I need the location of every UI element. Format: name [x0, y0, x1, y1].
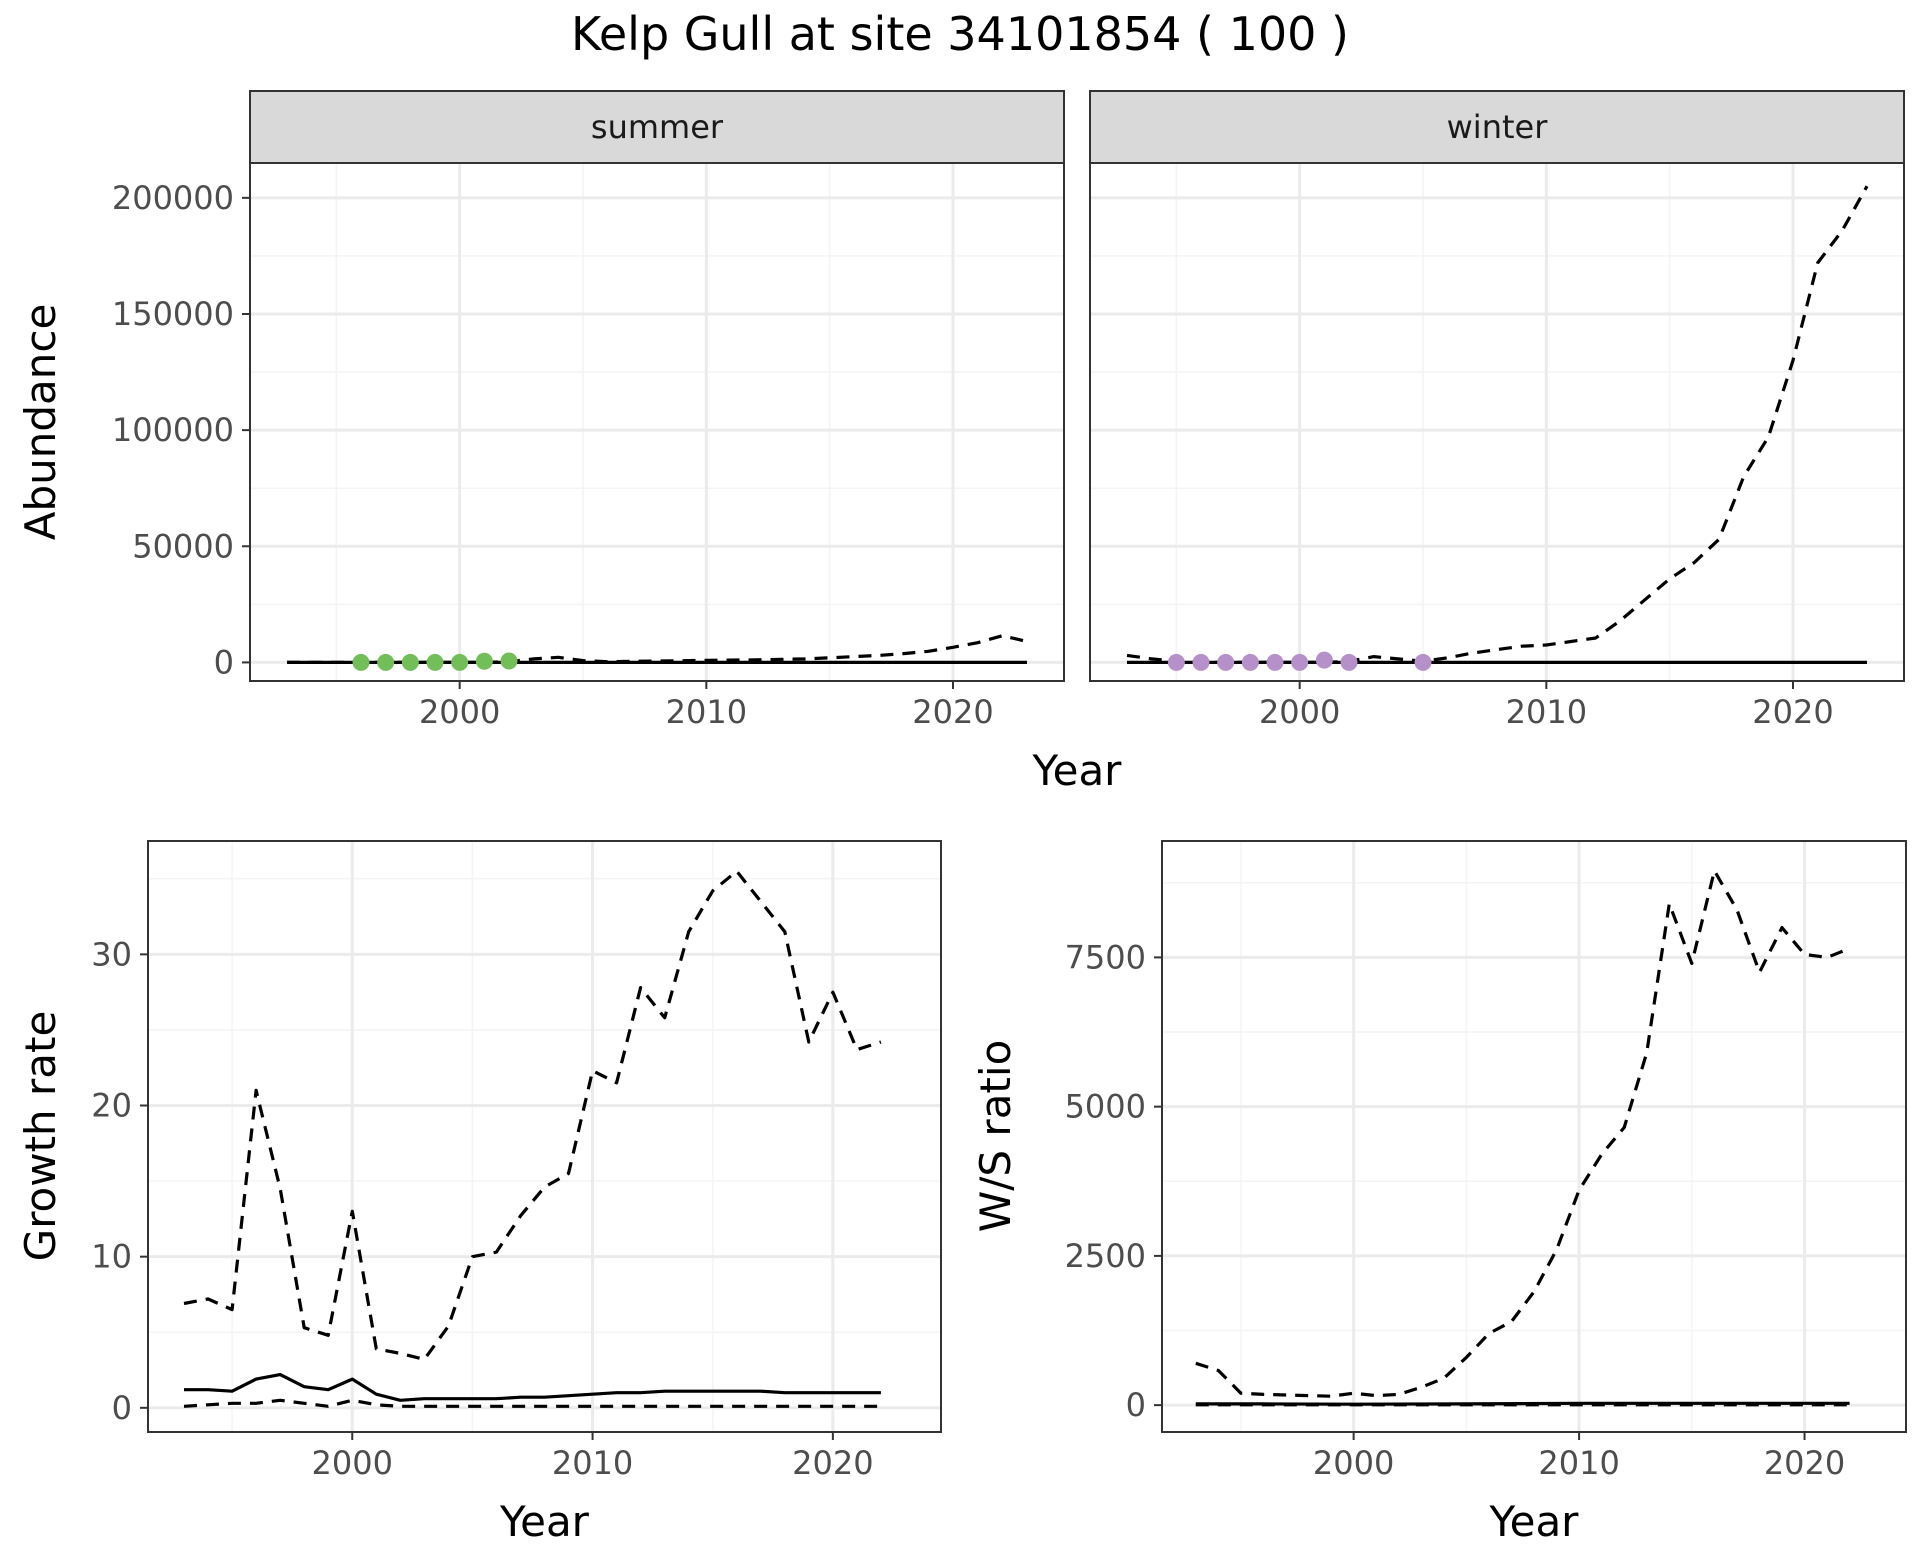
data-point — [1241, 653, 1259, 671]
abundance-panel-winter: 2000 2010 2020 winter — [1089, 90, 1905, 731]
abundance-x-axis-title: Year — [1032, 746, 1123, 795]
ws-y-axis-title: W/S ratio — [971, 1040, 1020, 1233]
data-point — [1340, 653, 1358, 671]
data-point — [1291, 653, 1309, 671]
facet-strip — [1089, 90, 1905, 164]
data-point — [451, 653, 469, 671]
y-tick-label: 0 — [214, 643, 234, 681]
panel-border — [1161, 840, 1907, 1433]
growth-x-axis-title: Year — [499, 1497, 590, 1546]
y-tick-label: 0 — [1126, 1386, 1146, 1424]
y-tick-label: 7500 — [1065, 938, 1146, 976]
series-line-dashed-1 — [1195, 869, 1851, 1398]
data-point — [401, 653, 419, 671]
data-point — [1315, 651, 1333, 669]
x-tick-label: 2010 — [552, 1444, 633, 1482]
panel-background — [148, 841, 941, 1432]
ws-ratio-panel: 2000 2010 2020 0 2500 5000 7500 — [1065, 840, 1907, 1482]
panel-background — [1162, 841, 1906, 1432]
x-tick-label: 2000 — [1259, 693, 1340, 731]
y-tick-label: 200000 — [112, 179, 234, 217]
x-tick-label: 2010 — [1506, 693, 1587, 731]
growth-rate-panel: 2000 2010 2020 0 10 20 30 — [91, 840, 942, 1482]
facet-strip — [249, 90, 1065, 164]
data-point — [426, 653, 444, 671]
panel-background — [250, 163, 1064, 681]
y-tick-label: 10 — [91, 1238, 132, 1276]
plots: 2000 2010 2020050000100000150000200000summ… — [16, 90, 1907, 1546]
facet-strip-label: summer — [591, 108, 724, 146]
series-line-dashed-1 — [183, 869, 882, 1362]
x-tick-label: 2010 — [1538, 1444, 1619, 1482]
abundance-y-axis-title: Abundance — [16, 304, 65, 541]
data-point — [475, 652, 493, 670]
abundance-panel-summer: 2000 2010 2020 0 50000 100000 150000 200000 summ… — [112, 90, 1065, 731]
figure-title: Kelp Gull at site 34101854 ( 100 ) — [571, 7, 1349, 61]
y-tick-label: 20 — [91, 1087, 132, 1125]
data-point — [352, 653, 370, 671]
x-tick-label: 2000 — [419, 693, 500, 731]
x-tick-label: 2000 — [1313, 1444, 1394, 1482]
x-tick-label: 2020 — [1752, 693, 1833, 731]
x-tick-label: 2020 — [1764, 1444, 1845, 1482]
y-tick-label: 100000 — [112, 411, 234, 449]
data-point — [1167, 653, 1185, 671]
data-point — [1266, 653, 1284, 671]
panel-border — [147, 840, 942, 1433]
x-tick-label: 2010 — [666, 693, 747, 731]
panel-background — [1090, 163, 1904, 681]
data-point — [1414, 653, 1432, 671]
data-point — [1192, 653, 1210, 671]
y-tick-label: 30 — [91, 935, 132, 973]
series-line-dashed-3 — [183, 1398, 881, 1408]
data-point — [500, 652, 518, 670]
x-tick-label: 2020 — [792, 1444, 873, 1482]
y-tick-label: 50000 — [132, 527, 234, 565]
series-line-solid-2 — [184, 1372, 881, 1402]
series-line-dashed-1 — [287, 634, 1028, 665]
y-tick-label: 150000 — [112, 295, 234, 333]
ws-x-axis-title: Year — [1489, 1497, 1580, 1546]
series-line-solid-2 — [1195, 1401, 1850, 1406]
y-tick-label: 2500 — [1065, 1237, 1146, 1275]
data-point — [1217, 653, 1235, 671]
y-tick-label: 5000 — [1065, 1088, 1146, 1126]
growth-y-axis-title: Growth rate — [16, 1011, 65, 1262]
facet-strip-label: winter — [1447, 108, 1549, 146]
y-tick-label: 0 — [112, 1389, 132, 1427]
x-tick-label: 2020 — [912, 693, 993, 731]
x-tick-label: 2000 — [312, 1444, 393, 1482]
data-point — [377, 653, 395, 671]
